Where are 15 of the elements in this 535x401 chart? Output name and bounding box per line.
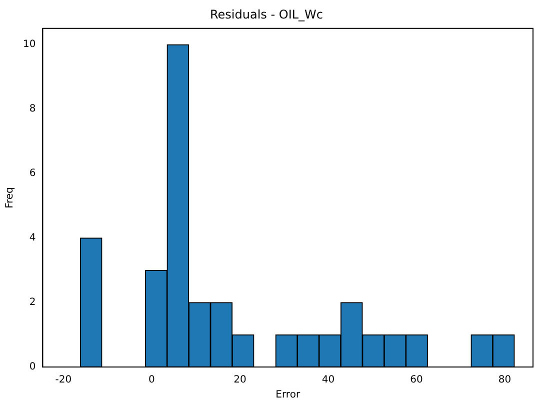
y-axis-title: Freq xyxy=(4,186,16,208)
x-tick-label: 20 xyxy=(234,374,246,386)
x-tick-label: 0 xyxy=(148,374,155,386)
y-tick-label: 10 xyxy=(22,39,36,50)
x-axis-title: Error xyxy=(276,390,301,401)
y-tick-label: 0 xyxy=(29,362,36,373)
y-tick-label: 8 xyxy=(29,104,36,115)
y-tick-label: 4 xyxy=(29,232,36,244)
x-tick-label: -20 xyxy=(55,374,72,386)
y-tick-label: 2 xyxy=(29,297,36,308)
x-tick-label: 40 xyxy=(322,374,335,386)
x-tick-label: 60 xyxy=(410,374,423,386)
y-tick-label: 6 xyxy=(29,168,36,180)
x-tick-label: 80 xyxy=(498,374,512,386)
chart-title: Residuals - OIL_Wc xyxy=(210,7,324,22)
